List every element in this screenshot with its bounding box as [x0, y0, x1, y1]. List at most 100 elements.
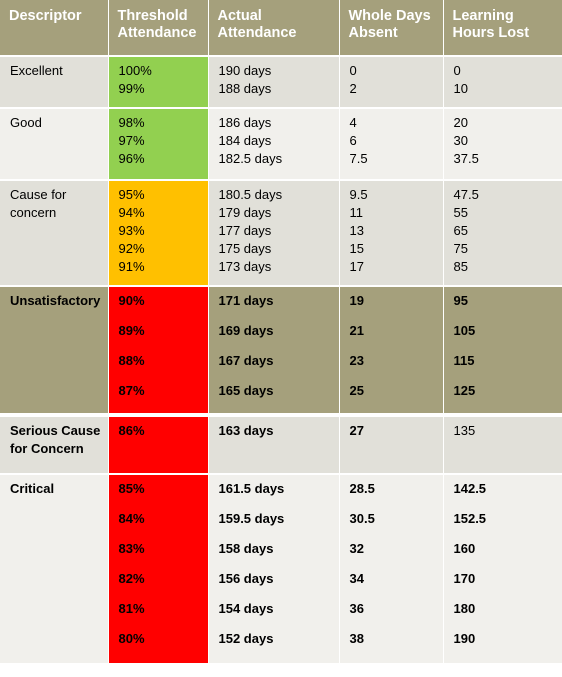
actual-attendance-value: 180.5 days [218, 187, 283, 202]
cell-descriptor: Serious Cause for Concern [0, 415, 108, 475]
table-row: Cause for concern 95% 94% 93% 92% 91% 180.5 day… [0, 180, 562, 287]
days-absent-value: 2 [349, 81, 357, 96]
days-absent-value: 6 [349, 133, 357, 148]
header-actual-line-1: Actual [217, 8, 262, 24]
days-absent-value: 11 [349, 205, 364, 220]
descriptor-value: Critical [10, 481, 55, 496]
cell-hours-lost: 20 30 37.5 [442, 108, 562, 181]
threshold-value: 100% [118, 63, 152, 78]
days-absent-value: 0 [349, 63, 357, 78]
header-hours-lost: Learning Hours Lost [442, 0, 562, 57]
actual-attendance-value: 154 days [218, 601, 274, 616]
table-row: Unsatisfactory 90% 89% 88% 87% 171 days 169 da… [0, 286, 562, 417]
threshold-value: 95% [118, 187, 145, 202]
days-absent-value: 38 [349, 631, 364, 646]
threshold-value: 94% [118, 205, 145, 220]
cell-threshold: 90% 89% 88% 87% [107, 286, 208, 417]
hours-lost-value: 142.5 [453, 481, 487, 496]
cell-threshold: 98% 97% 96% [107, 108, 208, 181]
cell-actual-attendance: 163 days [207, 415, 339, 475]
hours-lost-value: 37.5 [453, 151, 479, 166]
header-hours-lost-line-1: Learning [452, 8, 514, 24]
actual-attendance-value: 177 days [218, 223, 272, 238]
threshold-value: 81% [118, 601, 145, 616]
hours-lost-value: 47.5 [453, 187, 479, 202]
table-row: Serious Cause for Concern 86% 163 days 27 135 [0, 415, 562, 475]
days-absent-value: 15 [349, 241, 364, 256]
threshold-value: 85% [118, 481, 145, 496]
days-absent-value: 21 [349, 323, 364, 338]
header-actual-line-2: Attendance [217, 25, 297, 41]
days-absent-value: 7.5 [349, 151, 368, 166]
threshold-value: 90% [118, 293, 145, 308]
actual-attendance-value: 163 days [218, 423, 274, 438]
threshold-value: 99% [118, 81, 145, 96]
actual-attendance-value: 156 days [218, 571, 274, 586]
cell-threshold: 100% 99% [107, 56, 208, 109]
actual-attendance-value: 188 days [218, 81, 272, 96]
days-absent-value: 28.5 [349, 481, 375, 496]
days-absent-value: 13 [349, 223, 364, 238]
hours-lost-value: 30 [453, 133, 468, 148]
header-days-absent-line-1: Whole Days [348, 8, 431, 24]
days-absent-value: 23 [349, 353, 364, 368]
actual-attendance-value: 169 days [218, 323, 274, 338]
hours-lost-value: 125 [453, 383, 476, 398]
header-actual: Actual Attendance [207, 0, 339, 57]
days-absent-value: 30.5 [349, 511, 375, 526]
hours-lost-value: 135 [453, 423, 476, 438]
descriptor-value: Serious Cause [10, 423, 101, 438]
threshold-value: 87% [118, 383, 145, 398]
actual-attendance-value: 182.5 days [218, 151, 283, 166]
header-days-absent-line-2: Absent [348, 25, 398, 41]
threshold-value: 98% [118, 115, 145, 130]
days-absent-value: 34 [349, 571, 364, 586]
header-days-absent: Whole Days Absent [338, 0, 443, 57]
days-absent-value: 36 [349, 601, 364, 616]
table-row: Good 98% 97% 96% 186 days 184 days 182.5 days 4… [0, 108, 562, 181]
hours-lost-value: 180 [453, 601, 476, 616]
header-descriptor: Descriptor [0, 0, 108, 57]
actual-attendance-value: 179 days [218, 205, 272, 220]
header-row: Descriptor Threshold Attendance Actual Att… [0, 0, 562, 57]
cell-descriptor: Good [0, 108, 108, 181]
hours-lost-value: 115 [453, 353, 475, 368]
days-absent-value: 19 [349, 293, 364, 308]
actual-attendance-value: 190 days [218, 63, 272, 78]
header-hours-lost-line-2: Hours Lost [452, 25, 530, 41]
hours-lost-value: 75 [453, 241, 468, 256]
days-absent-value: 9.5 [349, 187, 368, 202]
threshold-value: 86% [118, 423, 145, 438]
table-row: Excellent 100% 99% 190 days 188 days 0 2 0 10 [0, 56, 562, 109]
descriptor-value: Unsatisfactory [10, 293, 101, 308]
hours-lost-value: 10 [453, 81, 468, 96]
threshold-value: 96% [118, 151, 145, 166]
days-absent-value: 17 [349, 259, 364, 274]
hours-lost-value: 170 [453, 571, 476, 586]
actual-attendance-value: 161.5 days [218, 481, 285, 496]
actual-attendance-value: 184 days [218, 133, 272, 148]
cell-hours-lost: 47.5 55 65 75 85 [442, 180, 562, 287]
cell-threshold: 85% 84% 83% 82% 81% 80% [107, 474, 208, 665]
cell-days-absent: 4 6 7.5 [338, 108, 443, 181]
header-descriptor-line: Descriptor [9, 8, 82, 24]
days-absent-value: 32 [349, 541, 364, 556]
days-absent-value: 25 [349, 383, 364, 398]
descriptor-value: for Concern [10, 441, 84, 456]
hours-lost-value: 65 [453, 223, 468, 238]
actual-attendance-value: 171 days [218, 293, 274, 308]
cell-hours-lost: 0 10 [442, 56, 562, 109]
days-absent-value: 27 [349, 423, 364, 438]
actual-attendance-value: 175 days [218, 241, 272, 256]
cell-hours-lost: 142.5 152.5 160 170 180 190 [442, 474, 562, 665]
actual-attendance-value: 158 days [218, 541, 274, 556]
cell-threshold: 86% [107, 415, 208, 475]
threshold-value: 92% [118, 241, 145, 256]
hours-lost-value: 85 [453, 259, 468, 274]
header-threshold-line-1: Threshold [117, 8, 188, 24]
hours-lost-value: 55 [453, 205, 468, 220]
threshold-value: 89% [118, 323, 145, 338]
threshold-value: 91% [118, 259, 145, 274]
